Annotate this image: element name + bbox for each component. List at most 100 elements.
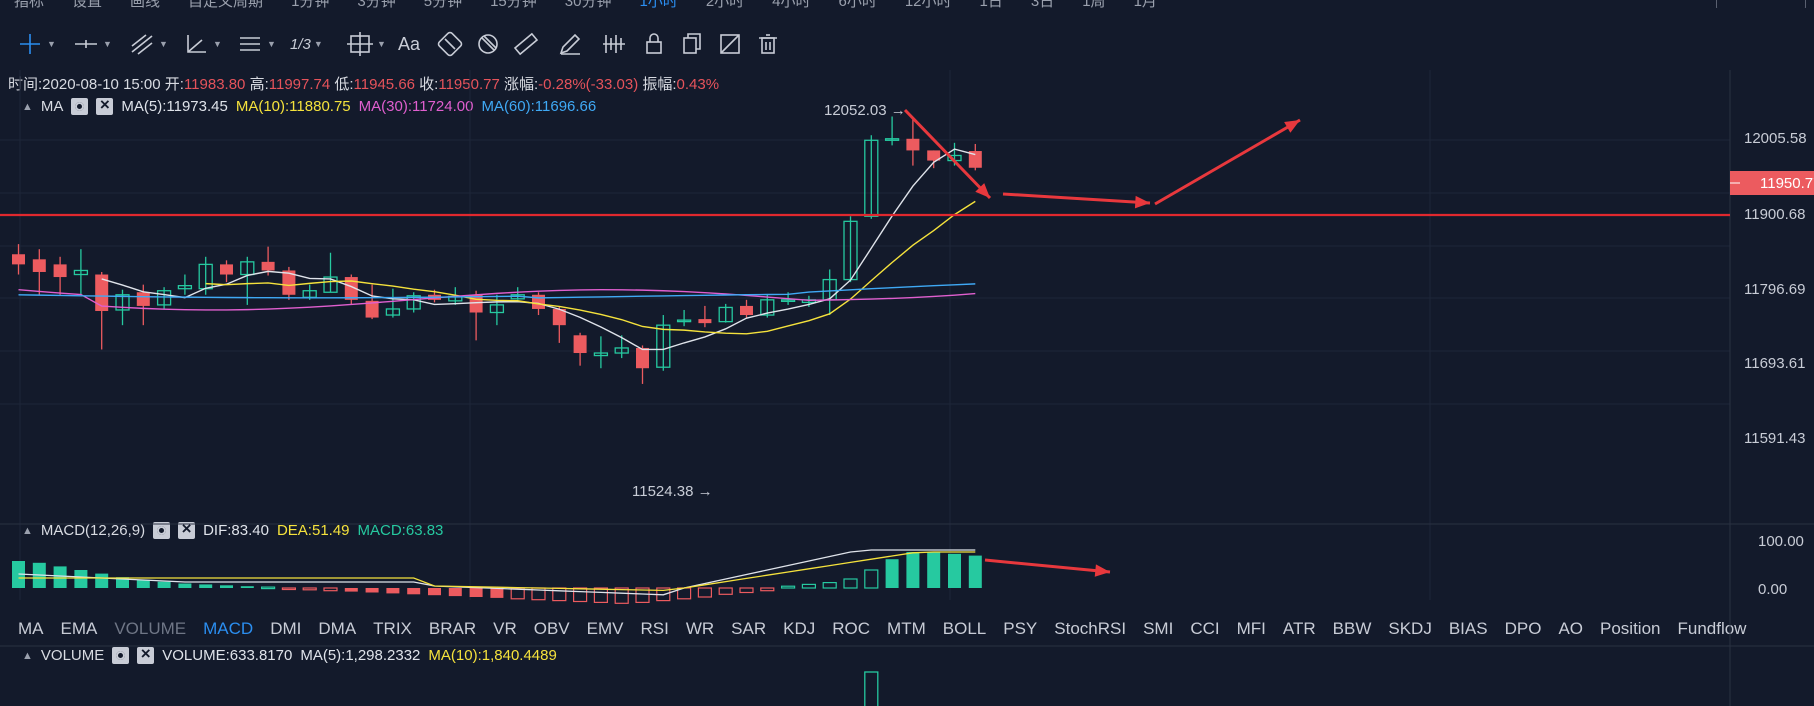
indicator-tab-smi[interactable]: SMI <box>1143 619 1174 638</box>
delete-tool[interactable] <box>754 28 782 60</box>
indicator-tab-dpo[interactable]: DPO <box>1504 619 1542 638</box>
candle-body <box>573 335 587 354</box>
period-item[interactable]: 6小时 <box>839 0 877 8</box>
macd-bar <box>261 586 276 590</box>
period-item[interactable]: 12小时 <box>905 0 952 8</box>
copy-icon <box>683 33 701 54</box>
open-value: 11983.80 <box>183 76 246 93</box>
period-item[interactable]: 3日 <box>1031 0 1054 8</box>
horizontal-line-tool[interactable]: ▼ <box>72 28 112 60</box>
indicator-tab-skdj[interactable]: SKDJ <box>1388 619 1432 638</box>
candle-body <box>261 261 275 271</box>
indicator-tab-emv[interactable]: EMV <box>586 619 624 638</box>
current-price-value: 11950.77 <box>1760 175 1814 192</box>
macd-settings-gear-icon[interactable] <box>153 522 171 539</box>
ma-settings-gear-icon[interactable] <box>71 98 89 115</box>
price-tick-label: 11796.69 <box>1744 281 1805 298</box>
fibonacci-tool[interactable]: 1/3 ▼ <box>290 35 323 53</box>
period-item[interactable]: 自定义周期 <box>188 0 263 8</box>
angle-tool[interactable]: ▼ <box>182 28 222 60</box>
indicator-tab-vr[interactable]: VR <box>493 619 517 638</box>
measure-tool[interactable]: ▼ <box>346 28 386 60</box>
copy-tool[interactable] <box>678 28 706 60</box>
period-item[interactable]: 指标 <box>14 0 44 8</box>
macd-bar <box>386 588 400 594</box>
chart-grid <box>0 70 1814 706</box>
period-item[interactable]: 5分钟 <box>424 0 462 8</box>
indicator-tab-mtm[interactable]: MTM <box>887 619 926 638</box>
indicator-tab-wr[interactable]: WR <box>685 619 715 638</box>
annotations: 12052.03 → 11524.38 → <box>0 102 1730 577</box>
indicator-tab-trix[interactable]: TRIX <box>373 619 412 638</box>
period-item[interactable]: 1周 <box>1082 0 1105 8</box>
indicator-tab-ao[interactable]: AO <box>1558 619 1583 638</box>
indicator-tab-stochrsi[interactable]: StochRSI <box>1054 619 1127 638</box>
macd-bar <box>407 588 421 595</box>
indicator-tab-volume[interactable]: VOLUME <box>114 619 187 638</box>
collapse-chevron-icon[interactable]: ▲ <box>22 100 33 113</box>
period-item[interactable]: 3分钟 <box>357 0 395 8</box>
period-item[interactable]: 设置 <box>72 0 102 8</box>
period-item[interactable]: 30分钟 <box>565 0 612 8</box>
volume-close-icon[interactable] <box>137 644 155 664</box>
macd-bar <box>428 588 441 596</box>
indicator-tab-dmi[interactable]: DMI <box>270 619 302 638</box>
period-menu[interactable]: 指标 设置 画线 自定义周期 1分钟 3分钟 5分钟 15分钟 30分钟 1小时 2小时 4小时 6小时… <box>0 0 1814 8</box>
macd-bar <box>864 569 879 589</box>
ma-legend: ▲ MA MA(5):11973.45 MA(10):11880.75 MA(3… <box>22 95 596 115</box>
time-label: 时间: <box>8 76 43 93</box>
period-item[interactable]: 1月 <box>1134 0 1157 8</box>
period-item[interactable]: 2小时 <box>706 0 744 8</box>
indicator-tab-psy[interactable]: PSY <box>1003 619 1038 638</box>
hide-tool[interactable] <box>716 28 744 60</box>
crosshair-tool[interactable]: ▼ <box>16 28 56 60</box>
candle-body <box>385 308 401 316</box>
volume-ma5-value: MA(5):1,298.2332 <box>300 647 421 664</box>
magnet-tool[interactable] <box>436 28 464 60</box>
indicator-tab-macd[interactable]: MACD <box>203 619 254 638</box>
indicator-tab-ma[interactable]: MA <box>18 619 44 638</box>
macd-value: MACD:63.83 <box>357 522 444 539</box>
angle-icon <box>187 35 206 53</box>
macd-collapse-chevron-icon[interactable]: ▲ <box>22 524 33 537</box>
indicator-tab-mfi[interactable]: MFI <box>1236 619 1266 638</box>
window-mode-button[interactable] <box>1716 0 1806 8</box>
lock-tool[interactable] <box>640 28 668 60</box>
pencil-tool[interactable] <box>556 28 584 60</box>
indicator-tab-fundflow[interactable]: Fundflow <box>1677 619 1747 638</box>
indicator-tab-roc[interactable]: ROC <box>832 619 871 638</box>
volume-settings-gear-icon[interactable] <box>112 647 130 664</box>
parallel-lines-tool[interactable]: ▼ <box>236 28 276 60</box>
period-item[interactable]: 1小时 <box>639 0 677 8</box>
indicator-tab-ema[interactable]: EMA <box>60 619 98 638</box>
indicator-tab-obv[interactable]: OBV <box>533 619 570 638</box>
period-item[interactable]: 15分钟 <box>490 0 537 8</box>
ma-close-icon[interactable] <box>96 95 114 115</box>
indicator-tab-kdj[interactable]: KDJ <box>783 619 816 638</box>
indicator-tab-rsi[interactable]: RSI <box>640 619 669 638</box>
text-tool[interactable]: Aa <box>398 28 420 60</box>
indicator-tab-cci[interactable]: CCI <box>1190 619 1220 638</box>
volume-value: VOLUME:633.8170 <box>162 647 293 664</box>
indicator-tab-dma[interactable]: DMA <box>318 619 357 638</box>
indicator-tab-position[interactable]: Position <box>1600 619 1661 638</box>
candle-body <box>864 139 879 217</box>
period-item[interactable]: 1分钟 <box>291 0 329 8</box>
indicator-tab-atr[interactable]: ATR <box>1282 619 1316 638</box>
period-item[interactable]: 画线 <box>130 0 160 8</box>
period-item[interactable]: 4小时 <box>772 0 810 8</box>
indicator-tab-sar[interactable]: SAR <box>731 619 767 638</box>
indicator-tab-boll[interactable]: BOLL <box>942 619 987 638</box>
macd-bar <box>53 566 67 588</box>
volume-collapse-chevron-icon[interactable]: ▲ <box>22 649 33 662</box>
eraser-tool[interactable] <box>474 28 502 60</box>
trend-line-tool[interactable]: ▼ <box>128 28 168 60</box>
indicator-tab-bbw[interactable]: BBW <box>1332 619 1372 638</box>
bars-tool[interactable] <box>600 28 628 60</box>
period-item[interactable]: 1日 <box>980 0 1003 8</box>
ruler-tool[interactable] <box>512 28 540 60</box>
indicator-tab-bias[interactable]: BIAS <box>1448 619 1488 638</box>
amplitude-label: 振幅: <box>642 76 677 93</box>
indicator-tab-brar[interactable]: BRAR <box>428 619 477 638</box>
